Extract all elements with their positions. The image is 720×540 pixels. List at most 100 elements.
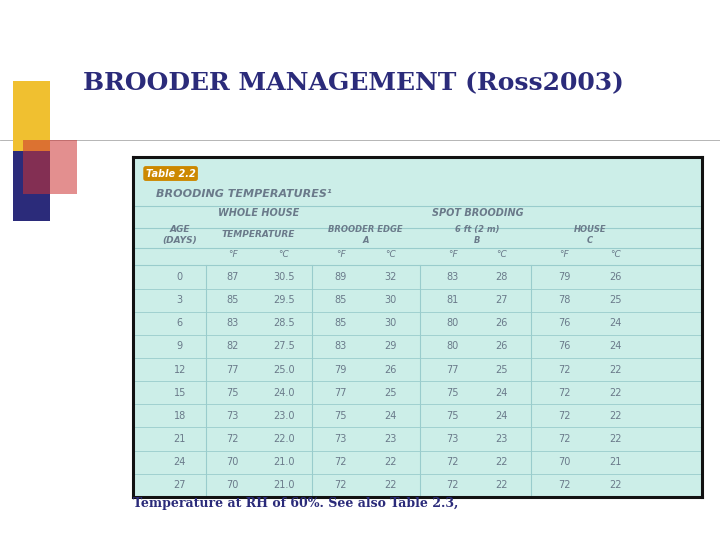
Text: 83: 83 [227,318,239,328]
Text: 23: 23 [384,434,397,444]
Text: 21: 21 [174,434,186,444]
Text: °C: °C [610,250,621,259]
Text: 29: 29 [384,341,397,352]
Text: 77: 77 [446,364,459,375]
Text: 26: 26 [609,272,622,282]
Text: °F: °F [448,250,458,259]
Text: 80: 80 [446,341,459,352]
Text: 0: 0 [177,272,183,282]
Text: 24: 24 [495,411,508,421]
Text: 25.0: 25.0 [273,364,294,375]
Text: 26: 26 [495,318,508,328]
Text: 23: 23 [495,434,508,444]
Text: 22.0: 22.0 [273,434,294,444]
Text: 77: 77 [227,364,239,375]
Text: 82: 82 [227,341,239,352]
Text: 76: 76 [558,341,570,352]
Text: 75: 75 [335,411,347,421]
Text: 73: 73 [227,411,239,421]
Text: 27: 27 [495,295,508,305]
Text: 72: 72 [335,480,347,490]
Text: 25: 25 [609,295,622,305]
Text: °F: °F [559,250,570,259]
Text: 6 ft (2 m)
B: 6 ft (2 m) B [455,225,500,245]
Text: 75: 75 [446,411,459,421]
Text: 87: 87 [227,272,239,282]
Text: TEMPERATURE: TEMPERATURE [222,231,295,239]
Text: AGE
(DAYS): AGE (DAYS) [163,225,197,245]
Text: 76: 76 [558,318,570,328]
Text: 22: 22 [609,411,622,421]
Text: BROODER MANAGEMENT (Ross2003): BROODER MANAGEMENT (Ross2003) [83,72,624,96]
Text: 22: 22 [609,388,622,397]
Text: 25: 25 [495,364,508,375]
Text: °F: °F [228,250,238,259]
Text: 72: 72 [446,480,459,490]
Text: 28: 28 [495,272,508,282]
Text: 85: 85 [335,295,347,305]
Text: 72: 72 [335,457,347,467]
Text: 26: 26 [384,364,397,375]
Text: Temperature at RH of 60%. See also Table 2.3,: Temperature at RH of 60%. See also Table… [133,497,459,510]
Text: 78: 78 [558,295,570,305]
Text: SPOT BROODING: SPOT BROODING [433,208,524,218]
Text: 6: 6 [177,318,183,328]
Text: 83: 83 [335,341,347,352]
Text: 22: 22 [609,434,622,444]
Text: °C: °C [279,250,289,259]
Text: 73: 73 [335,434,347,444]
Text: 25: 25 [384,388,397,397]
Text: 22: 22 [609,364,622,375]
Text: 18: 18 [174,411,186,421]
Text: 75: 75 [446,388,459,397]
Text: 70: 70 [227,480,239,490]
Text: 21.0: 21.0 [273,480,294,490]
Text: 21: 21 [609,457,622,467]
Text: 75: 75 [227,388,239,397]
Text: 24: 24 [384,411,397,421]
Text: 85: 85 [335,318,347,328]
Text: Table 2.2: Table 2.2 [145,168,195,179]
Text: 24: 24 [609,318,622,328]
Text: WHOLE HOUSE: WHOLE HOUSE [217,208,299,218]
Text: 72: 72 [558,434,571,444]
Text: 12: 12 [174,364,186,375]
Text: 9: 9 [177,341,183,352]
Text: 27: 27 [174,480,186,490]
Text: BROODING TEMPERATURES¹: BROODING TEMPERATURES¹ [156,189,332,199]
Text: 72: 72 [558,364,571,375]
Text: 70: 70 [558,457,570,467]
Text: 73: 73 [446,434,459,444]
Text: 21.0: 21.0 [273,457,294,467]
Text: 22: 22 [495,457,508,467]
Text: 24: 24 [609,341,622,352]
Text: 28.5: 28.5 [273,318,294,328]
Text: 80: 80 [446,318,459,328]
Text: 22: 22 [495,480,508,490]
Text: 72: 72 [558,411,571,421]
Text: °C: °C [385,250,396,259]
Text: 72: 72 [558,388,571,397]
Text: 72: 72 [446,457,459,467]
Text: 32: 32 [384,272,397,282]
Text: 85: 85 [227,295,239,305]
Text: 72: 72 [558,480,571,490]
Text: 15: 15 [174,388,186,397]
Text: 30: 30 [384,318,397,328]
Text: 83: 83 [446,272,459,282]
Text: 24: 24 [174,457,186,467]
Text: 89: 89 [335,272,347,282]
Text: 29.5: 29.5 [273,295,294,305]
Text: 24.0: 24.0 [273,388,294,397]
Text: 23.0: 23.0 [273,411,294,421]
Text: 26: 26 [495,341,508,352]
Text: 27.5: 27.5 [273,341,294,352]
Text: 70: 70 [227,457,239,467]
Text: BROODER EDGE
A: BROODER EDGE A [328,225,403,245]
Text: 24: 24 [495,388,508,397]
Text: 30.5: 30.5 [273,272,294,282]
Text: 22: 22 [609,480,622,490]
Text: 81: 81 [446,295,459,305]
Text: 3: 3 [177,295,183,305]
Text: 79: 79 [335,364,347,375]
